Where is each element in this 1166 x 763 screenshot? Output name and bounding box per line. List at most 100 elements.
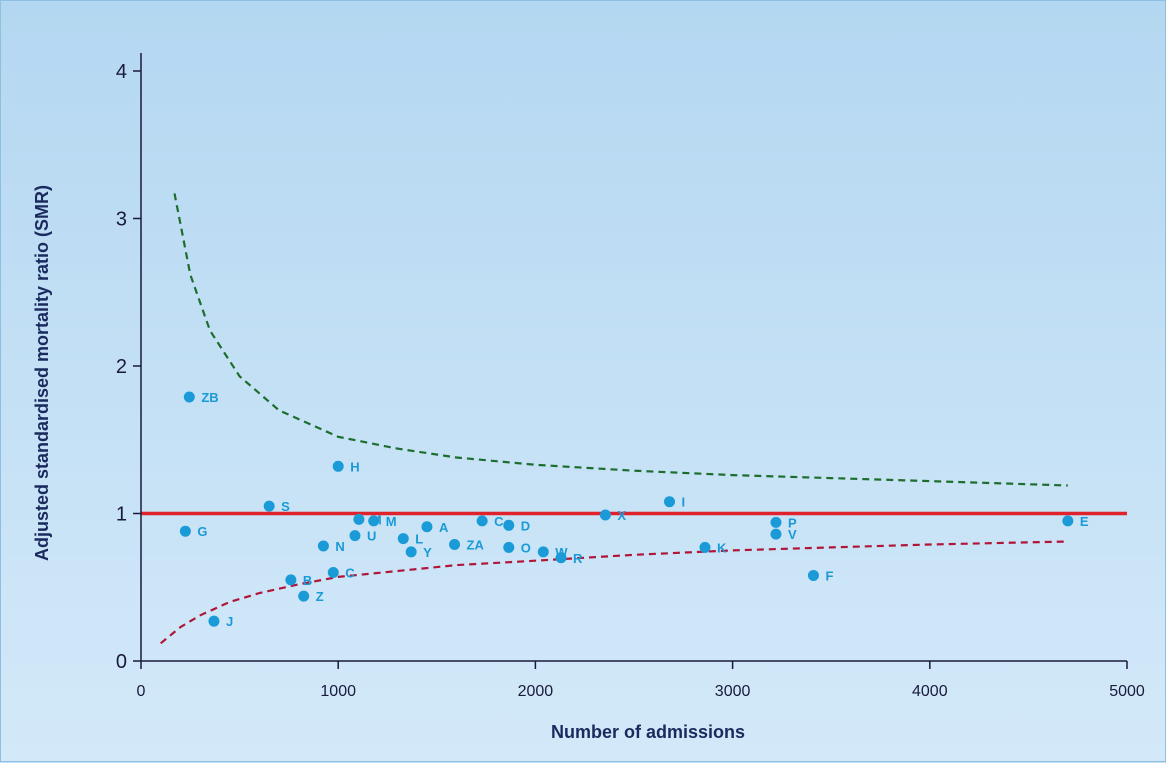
data-point-marker	[663, 496, 675, 508]
x-tick-label: 3000	[715, 683, 751, 700]
data-point-y: Y	[405, 545, 432, 560]
data-point-i: I	[663, 495, 685, 510]
data-point-d: D	[503, 518, 530, 533]
data-point-marker	[699, 541, 711, 553]
data-point-b: B	[285, 573, 312, 588]
data-point-label: M	[386, 514, 397, 529]
data-point-label: V	[788, 527, 797, 542]
data-point-label: P	[788, 515, 797, 530]
data-point-marker	[208, 615, 220, 627]
data-point-zb: ZB	[183, 390, 219, 405]
data-point-h: H	[332, 459, 360, 474]
data-point-label: U	[367, 529, 376, 544]
data-point-u: U	[349, 529, 376, 544]
data-point-za: ZA	[449, 537, 484, 552]
y-tick-label: 3	[116, 209, 127, 231]
data-point-marker	[599, 509, 611, 521]
data-point-o: O	[503, 540, 531, 555]
data-point-label: ZA	[467, 537, 485, 552]
data-point-label: S	[281, 499, 290, 514]
data-point-label: F	[825, 568, 833, 583]
x-tick-label: 5000	[1109, 683, 1145, 700]
x-tick-label: 0	[137, 683, 146, 700]
data-point-marker	[298, 590, 310, 602]
data-point-marker	[183, 391, 195, 403]
y-tick-label: 0	[116, 651, 127, 673]
data-point-marker	[770, 516, 782, 528]
data-point-c: C	[476, 514, 504, 529]
data-point-n: N	[317, 539, 345, 554]
data-point-z: Z	[298, 589, 324, 604]
data-point-marker	[179, 525, 191, 537]
data-point-v: V	[770, 527, 797, 542]
data-point-label: I	[681, 495, 685, 510]
data-point-marker	[368, 515, 380, 527]
data-point-a: A	[421, 520, 449, 535]
y-tick-label: 1	[116, 504, 127, 526]
data-point-label: D	[521, 518, 530, 533]
y-axis-title: Adjusted standardised mortality ratio (S…	[32, 185, 52, 561]
data-point-label: Y	[423, 545, 432, 560]
data-point-label: J	[226, 614, 233, 629]
lower-control-limit-curve	[160, 540, 1068, 645]
data-point-marker	[397, 533, 409, 545]
data-point-label: ZB	[201, 390, 218, 405]
data-point-label: H	[350, 459, 359, 474]
data-point-g: G	[179, 524, 207, 539]
data-point-marker	[317, 540, 329, 552]
data-point-k: K	[699, 540, 727, 555]
data-point-c: C	[327, 566, 355, 581]
data-point-e: E	[1062, 514, 1089, 529]
data-point-j: J	[208, 614, 233, 629]
data-point-marker	[537, 546, 549, 558]
data-point-marker	[449, 538, 461, 550]
data-point-marker	[476, 515, 488, 527]
control-limit-layer	[160, 193, 1068, 645]
data-point-marker	[327, 567, 339, 578]
data-point-label: X	[617, 508, 626, 523]
data-point-marker	[405, 546, 417, 558]
points-layer: ZBGJSBZNCHUMMLYAZACDOWRXIKPVFE	[179, 390, 1089, 629]
data-point-marker	[349, 530, 361, 542]
data-point-marker	[285, 574, 297, 586]
data-point-label: R	[573, 551, 583, 566]
x-tick-label: 2000	[518, 683, 554, 700]
data-point-label: C	[494, 514, 504, 529]
tick-layer: 0 1 2 3 4 0 1000 2000 3000 4000 5000	[116, 61, 1145, 700]
data-point-marker	[807, 569, 819, 581]
data-point-label: Z	[316, 589, 324, 604]
data-point-f: F	[807, 568, 833, 583]
x-tick-label: 1000	[320, 683, 356, 700]
data-point-marker	[421, 521, 433, 533]
data-point-marker	[332, 460, 344, 472]
data-point-label: N	[335, 539, 344, 554]
x-axis-title: Number of admissions	[551, 722, 745, 742]
data-point-label: A	[439, 520, 449, 535]
upper-control-limit-curve	[173, 193, 1068, 487]
data-point-marker	[1062, 515, 1074, 527]
data-point-m: M	[368, 514, 397, 529]
data-point-label: B	[303, 573, 312, 588]
y-tick-label: 4	[116, 61, 127, 83]
data-point-marker	[555, 552, 567, 564]
data-point-label: O	[521, 540, 531, 555]
data-point-label: E	[1080, 514, 1089, 529]
x-tick-label: 4000	[912, 683, 948, 700]
data-point-p: P	[770, 515, 797, 530]
data-point-marker	[503, 519, 515, 531]
data-point-s: S	[263, 499, 290, 514]
data-point-marker	[263, 500, 275, 512]
data-point-x: X	[599, 508, 626, 523]
data-point-l: L	[397, 532, 423, 547]
data-point-label: C	[345, 566, 355, 581]
data-point-label: K	[717, 540, 727, 555]
data-point-r: R	[555, 551, 583, 566]
data-point-marker	[770, 528, 782, 540]
axes-layer	[140, 53, 1127, 662]
data-point-marker	[503, 541, 515, 553]
data-point-marker	[353, 513, 365, 525]
data-point-label: L	[415, 532, 423, 547]
data-point-label: G	[197, 524, 207, 539]
